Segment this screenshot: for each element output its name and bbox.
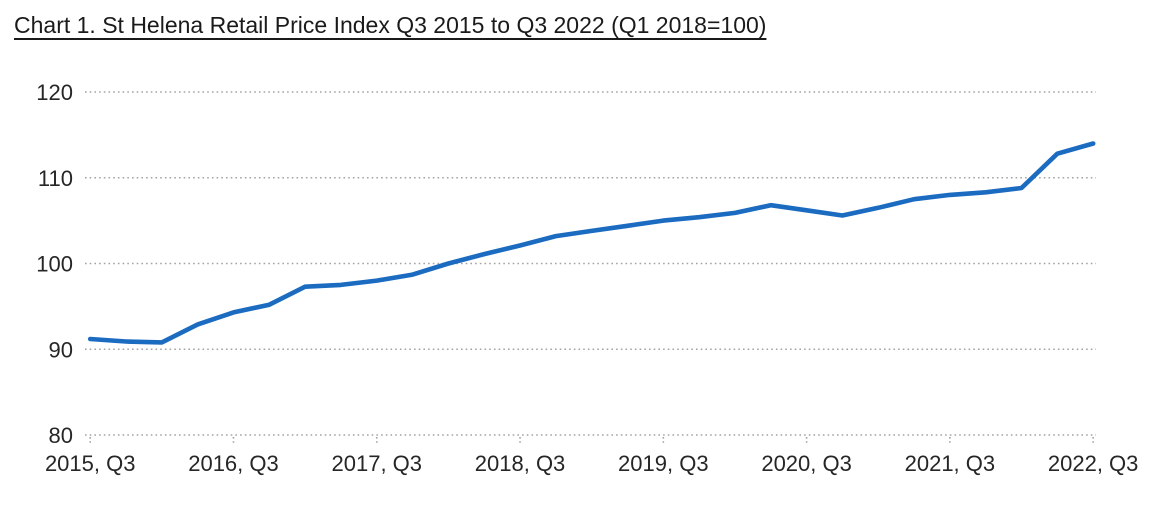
y-axis-tick-label: 120 bbox=[36, 80, 73, 105]
x-axis-tick-label: 2017, Q3 bbox=[332, 451, 423, 476]
y-axis-tick-label: 90 bbox=[49, 337, 73, 362]
x-axis-tick-label: 2021, Q3 bbox=[905, 451, 996, 476]
x-axis-tick-label: 2015, Q3 bbox=[45, 451, 136, 476]
x-axis-tick-label: 2020, Q3 bbox=[761, 451, 852, 476]
x-axis-tick-label: 2018, Q3 bbox=[475, 451, 566, 476]
y-axis-tick-label: 80 bbox=[49, 423, 73, 448]
x-axis-tick-label: 2022, Q3 bbox=[1048, 451, 1139, 476]
x-axis-tick-label: 2016, Q3 bbox=[188, 451, 279, 476]
x-axis-tick-label: 2019, Q3 bbox=[618, 451, 709, 476]
y-axis-tick-label: 110 bbox=[38, 166, 73, 191]
y-axis-tick-label: 100 bbox=[36, 252, 73, 277]
chart-title: Chart 1. St Helena Retail Price Index Q3… bbox=[14, 12, 767, 38]
rpi-series-line bbox=[87, 141, 1096, 345]
